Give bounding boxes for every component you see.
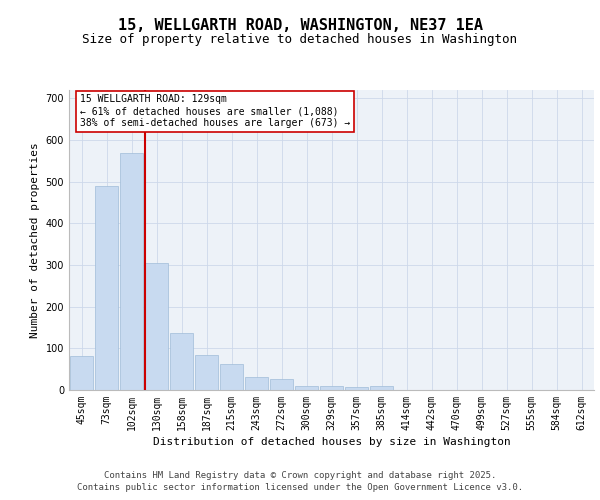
Bar <box>295 386 319 390</box>
Text: 15 WELLGARTH ROAD: 129sqm
← 61% of detached houses are smaller (1,088)
38% of se: 15 WELLGARTH ROAD: 129sqm ← 61% of detac… <box>79 94 350 128</box>
Bar <box>145 263 169 390</box>
Bar <box>220 364 244 390</box>
Bar <box>170 332 193 390</box>
Y-axis label: Number of detached properties: Number of detached properties <box>30 142 40 338</box>
Bar <box>119 154 143 390</box>
Bar <box>344 387 368 390</box>
Bar <box>95 186 118 390</box>
Text: Contains HM Land Registry data © Crown copyright and database right 2025.
Contai: Contains HM Land Registry data © Crown c… <box>77 471 523 492</box>
Text: Size of property relative to detached houses in Washington: Size of property relative to detached ho… <box>83 32 517 46</box>
X-axis label: Distribution of detached houses by size in Washington: Distribution of detached houses by size … <box>152 437 511 447</box>
Bar <box>370 386 394 390</box>
Bar <box>245 376 268 390</box>
Bar <box>269 379 293 390</box>
Bar <box>320 386 343 390</box>
Bar <box>194 355 218 390</box>
Bar <box>70 356 94 390</box>
Text: 15, WELLGARTH ROAD, WASHINGTON, NE37 1EA: 15, WELLGARTH ROAD, WASHINGTON, NE37 1EA <box>118 18 482 32</box>
